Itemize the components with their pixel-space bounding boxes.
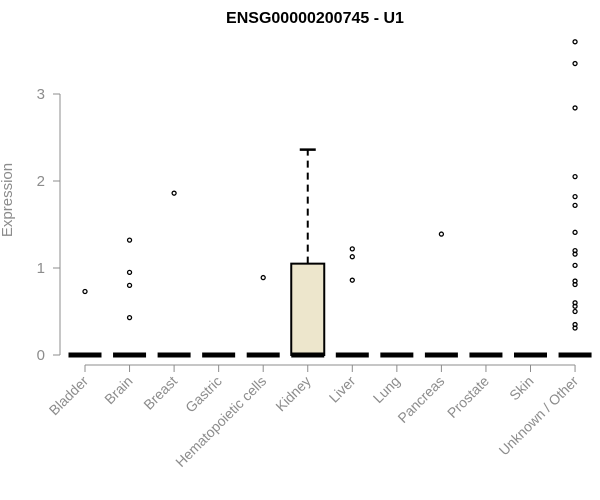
outlier-point bbox=[572, 173, 578, 180]
y-tick-label: 2 bbox=[37, 173, 45, 190]
outlier-point bbox=[438, 231, 445, 237]
y-tick-label: 0 bbox=[37, 347, 45, 364]
box-group bbox=[290, 148, 326, 358]
chart-title: ENSG00000200745 - U1 bbox=[226, 10, 404, 27]
y-tick-label: 1 bbox=[37, 260, 45, 277]
x-tick-label: Unknown / Other bbox=[496, 373, 582, 459]
outlier-point bbox=[126, 314, 133, 321]
outlier-point bbox=[572, 60, 578, 67]
outlier-point bbox=[349, 277, 355, 283]
x-tick-label: Gastric bbox=[182, 373, 225, 416]
box-group bbox=[157, 190, 191, 358]
outlier-point bbox=[572, 202, 578, 209]
box-group bbox=[335, 246, 369, 358]
outlier-point bbox=[260, 274, 266, 281]
box-group bbox=[558, 39, 592, 358]
outlier-point bbox=[126, 237, 133, 243]
x-tick-label: Brain bbox=[101, 373, 135, 407]
x-tick-label: Breast bbox=[140, 373, 180, 413]
y-axis: 0 1 2 3 bbox=[37, 86, 61, 364]
outlier-point bbox=[126, 269, 133, 276]
outlier-point bbox=[349, 254, 355, 260]
outlier-point bbox=[572, 105, 578, 111]
outlier-point bbox=[572, 262, 578, 269]
plot-area bbox=[68, 39, 592, 358]
outlier-point bbox=[572, 251, 578, 257]
x-tick-label: Kidney bbox=[272, 373, 314, 415]
outlier-point bbox=[572, 39, 578, 45]
x-tick-label: Lung bbox=[370, 373, 403, 406]
y-tick-label: 3 bbox=[37, 86, 45, 103]
box-group bbox=[246, 274, 280, 358]
x-tick-label: Liver bbox=[326, 373, 359, 406]
box-group bbox=[68, 288, 102, 358]
x-tick-label: Skin bbox=[506, 373, 537, 404]
x-tick-label: Bladder bbox=[46, 373, 92, 419]
outlier-point bbox=[171, 190, 177, 196]
outlier-point bbox=[572, 229, 578, 235]
outlier-point bbox=[572, 194, 578, 200]
box-group bbox=[113, 237, 147, 358]
outlier-point bbox=[572, 281, 578, 288]
outlier-point bbox=[572, 308, 578, 315]
x-tick-label: Prostate bbox=[444, 373, 492, 421]
x-tick-label: Pancreas bbox=[394, 373, 447, 426]
outlier-point bbox=[349, 246, 355, 252]
outlier-point bbox=[126, 282, 133, 289]
outlier-point bbox=[572, 303, 578, 309]
box-group bbox=[424, 231, 458, 358]
outlier-point bbox=[572, 325, 578, 331]
y-axis-label: Expression bbox=[0, 163, 16, 237]
outlier-point bbox=[82, 288, 88, 295]
box bbox=[290, 262, 326, 356]
